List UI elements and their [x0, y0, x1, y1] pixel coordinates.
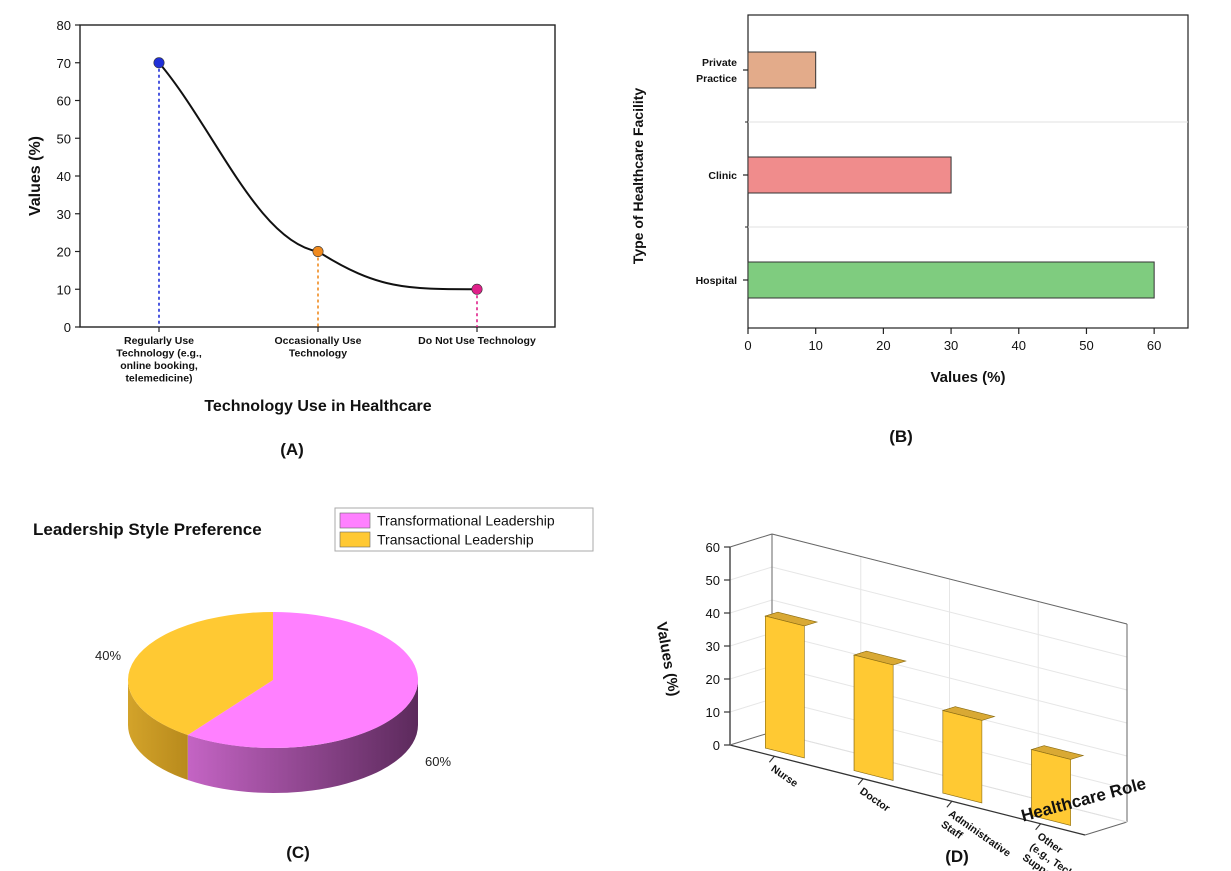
panel-d-gridline	[729, 599, 773, 614]
panel-d-y-tick-label: 30	[706, 639, 720, 654]
panel-a-line-chart: 0 10 20 30 40 50 60 70 80 Regularly Use Technolog…	[27, 18, 556, 459]
panel-a-point	[471, 283, 483, 295]
panel-b-bar-chart: 0 10 20 30 40 50 60 Hospital Clinic Private Pract…	[630, 14, 1189, 446]
panel-d-x-tick	[1035, 823, 1042, 831]
panel-a-y-tick-label: 50	[57, 131, 71, 146]
panel-a-y-tick-label: 20	[57, 245, 71, 260]
panel-d-frame-edge	[771, 533, 1128, 625]
panel-d-y-tick-label: 10	[706, 705, 720, 720]
panel-d-gridline	[729, 566, 773, 581]
panel-d-x-tick-label: Other(e.g., Technician,Support)	[1020, 830, 1111, 871]
panel-d-bar	[1031, 749, 1071, 826]
panel-c-legend-label: Transformational Leadership	[377, 513, 555, 529]
panel-b-x-tick-label: 40	[1012, 338, 1026, 353]
panel-b-x-tick-label: 0	[744, 338, 751, 353]
panel-d-y-tick-label: 40	[706, 606, 720, 621]
panel-d-gridline	[729, 665, 773, 680]
panel-d-bars	[764, 611, 1085, 826]
panel-b-x-axis-title: Values (%)	[930, 369, 1005, 386]
panel-d-x-tick	[857, 778, 864, 786]
panel-b-label: (B)	[889, 427, 913, 446]
panel-d-x-tick-label: Doctor	[857, 785, 892, 814]
panel-c-legend-swatch	[339, 531, 371, 548]
panel-d-y-axis-title: Values (%)	[653, 621, 683, 698]
panel-d-y-tick-label: 50	[706, 573, 720, 588]
panel-b-bar	[747, 51, 817, 89]
panel-c-pie	[127, 612, 418, 793]
panel-b-y-axis: Hospital Clinic Private Practice	[696, 57, 748, 287]
panel-a-y-tick-label: 10	[57, 282, 71, 297]
panel-a-y-tick-label: 80	[57, 18, 71, 33]
panel-c-slice	[187, 612, 418, 748]
panel-d-frame-edge	[729, 731, 773, 746]
panel-d-x-tick	[946, 800, 953, 808]
panel-d-bar	[765, 615, 805, 759]
panel-c-value-label: 40%	[95, 648, 121, 663]
panel-c-slice	[127, 612, 273, 736]
panel-a-y-tick-label: 0	[64, 320, 71, 335]
panel-a-x-axis: Regularly Use Technology (e.g., online boo…	[116, 327, 536, 385]
panel-d-x-tick-label: Nurse	[769, 763, 800, 790]
panel-d-bar	[942, 710, 983, 804]
panel-c-title: Leadership Style Preference	[33, 520, 262, 539]
panel-a-points	[153, 57, 483, 295]
panel-b-x-tick-label: 10	[808, 338, 822, 353]
panel-c-legend-box	[334, 507, 594, 552]
panel-d-frame-edge	[1084, 821, 1128, 836]
panel-c-legend-swatch	[339, 512, 371, 529]
panel-a-label: (A)	[280, 440, 304, 459]
panel-c-value-labels: 60% 40%	[95, 648, 451, 769]
panel-d-label: (D)	[945, 847, 969, 866]
panel-d-frame-edge	[729, 533, 773, 548]
panel-b-y-tick-label: Private Practice	[696, 57, 737, 85]
panel-a-x-tick-label: Do Not Use Technology	[418, 335, 536, 347]
panel-d-y-tick-label: 60	[706, 540, 720, 555]
panel-d-y-tick-label: 20	[706, 672, 720, 687]
panel-c-slice-side	[187, 680, 418, 793]
panel-a-point	[153, 57, 165, 69]
panel-d-x-tick	[768, 755, 775, 763]
panel-b-x-axis: 0 10 20 30 40 50 60	[744, 328, 1161, 353]
panel-c-legend: Transformational Leadership Transactional…	[334, 507, 594, 552]
panel-a-y-tick-label: 40	[57, 169, 71, 184]
panel-c-label: (C)	[286, 843, 310, 862]
panel-c-slice-side	[128, 680, 188, 781]
panel-b-x-tick-label: 30	[944, 338, 958, 353]
panel-c-legend-label: Transactional Leadership	[377, 532, 534, 548]
panel-a-x-tick-label: Occasionally Use Technology	[275, 335, 362, 360]
panel-b-bars	[747, 51, 1155, 299]
panel-b-bar	[747, 156, 952, 194]
panel-b-y-axis-title: Type of Healthcare Facility	[630, 88, 646, 265]
panel-d-y-axis: 0 10 20 30 40 50 60	[706, 540, 730, 753]
panel-a-x-tick-label: Regularly Use Technology (e.g., online boo…	[116, 335, 202, 385]
panel-b-bar	[747, 261, 1155, 299]
panel-a-y-tick-label: 30	[57, 207, 71, 222]
panel-b-x-tick-label: 50	[1079, 338, 1093, 353]
panel-d-gridline	[729, 632, 773, 647]
panel-a-drop-lines	[158, 62, 478, 327]
panel-b-x-tick-label: 60	[1147, 338, 1161, 353]
panel-a-y-tick-label: 70	[57, 56, 71, 71]
panel-d-x-axis-line	[729, 744, 1086, 836]
panel-b-y-tick-label: Clinic	[708, 170, 737, 182]
panel-d-y-tick-label: 0	[713, 738, 720, 753]
panel-b-x-tick-label: 20	[876, 338, 890, 353]
panel-d-gridline	[729, 698, 773, 713]
panel-b-y-tick-label: Hospital	[696, 275, 738, 287]
panel-c-pie-chart: Leadership Style Preference Transformati…	[33, 507, 594, 862]
panel-d-bar	[853, 654, 894, 781]
panel-a-y-axis-title: Values (%)	[27, 136, 44, 216]
panel-c-value-label: 60%	[425, 754, 451, 769]
panel-a-point	[312, 246, 324, 258]
panel-a-y-tick-label: 60	[57, 94, 71, 109]
panel-a-x-axis-title: Technology Use in Healthcare	[204, 398, 431, 415]
panel-a-y-axis: 0 10 20 30 40 50 60 70 80	[57, 18, 80, 335]
